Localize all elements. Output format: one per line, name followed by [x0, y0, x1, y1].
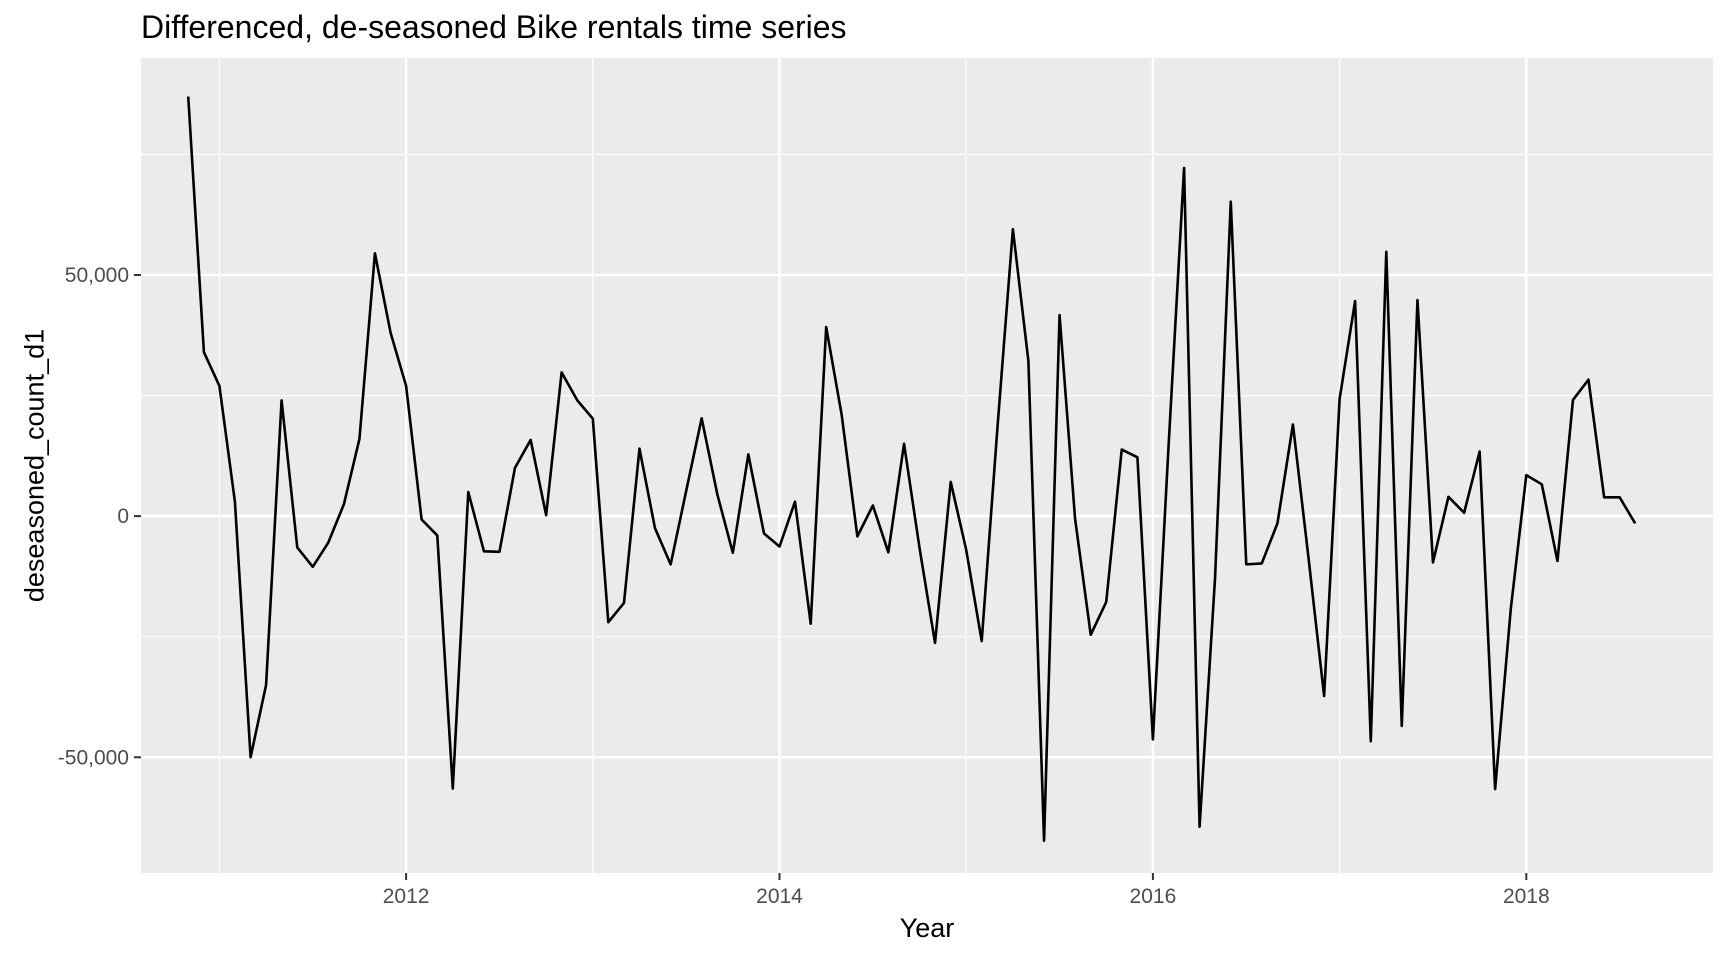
y-axis-title: deseasoned_count_d1 — [19, 329, 49, 602]
y-tick-label: 0 — [117, 505, 129, 528]
y-tick-label: 50,000 — [65, 264, 129, 287]
x-tick-label: 2018 — [1503, 885, 1550, 908]
y-axis: -50,000 0 50,000 — [58, 264, 141, 769]
series-layer — [186, 96, 1637, 842]
series-line — [186, 96, 1637, 842]
x-tick-label: 2016 — [1130, 885, 1177, 908]
y-tick-label: -50,000 — [58, 746, 129, 769]
x-tick-label: 2012 — [383, 885, 430, 908]
grid-minor — [141, 58, 1713, 873]
plot-panel — [141, 58, 1713, 873]
x-axis: 2012 2014 2016 2018 — [383, 873, 1550, 908]
x-axis-title: Year — [900, 913, 955, 943]
chart-title: Differenced, de-seasoned Bike rentals ti… — [141, 9, 847, 45]
x-tick-label: 2014 — [756, 885, 803, 908]
